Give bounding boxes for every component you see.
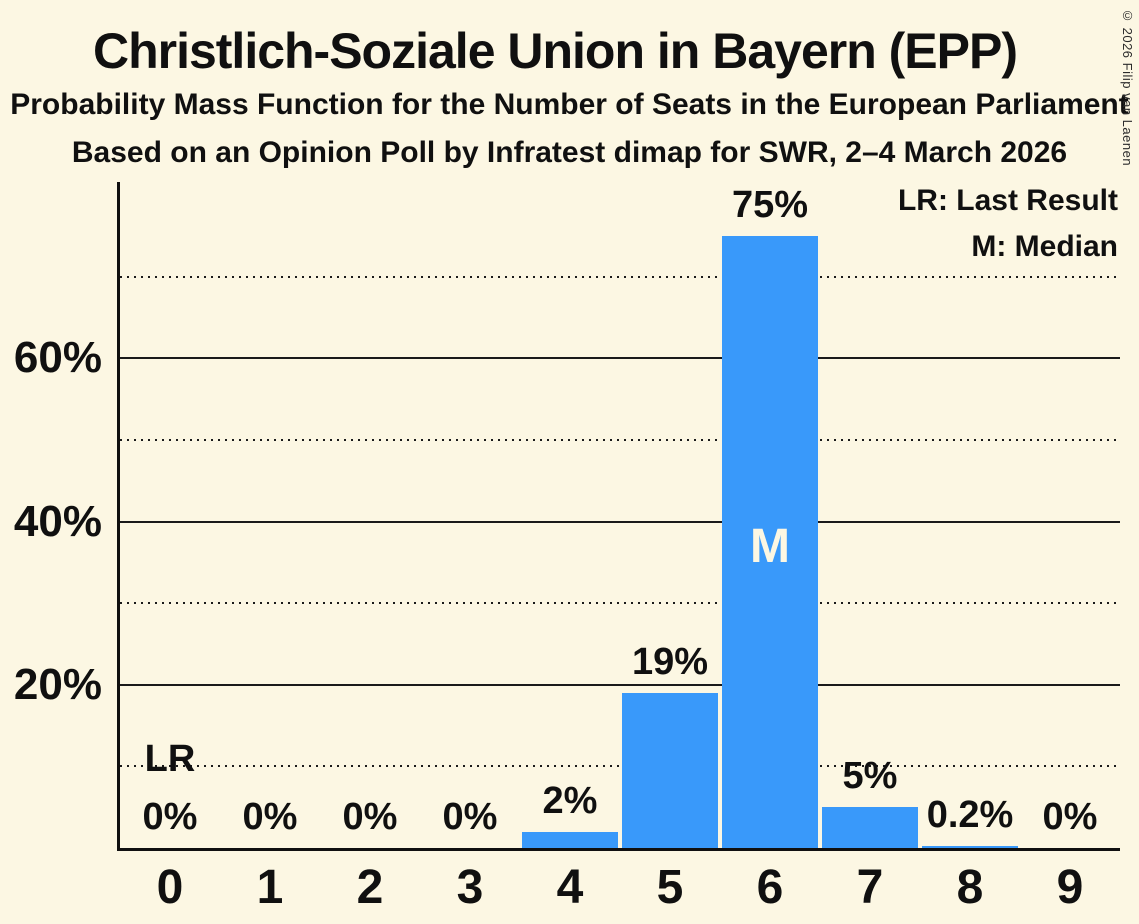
x-tick-label: 6: [756, 861, 784, 914]
x-tick-label: 8: [956, 861, 984, 914]
bar-value-label: 0.2%: [926, 794, 1014, 836]
bar-value-label: 75%: [731, 184, 809, 226]
gridline-dotted: [120, 439, 1120, 441]
x-tick-label: 5: [656, 861, 684, 914]
y-tick-label: 40%: [13, 497, 102, 546]
legend-last-result: LR: Last Result: [897, 184, 1118, 217]
y-tick-label: 60%: [13, 333, 102, 382]
x-tick-label: 3: [456, 861, 484, 914]
bar-value-label: 0%: [342, 796, 398, 838]
last-result-annotation: LR: [144, 738, 196, 780]
bar-seat-4: [522, 832, 618, 848]
gridline-solid: [120, 357, 1120, 359]
bar-value-label: 0%: [242, 796, 298, 838]
x-tick-label: 4: [556, 861, 584, 914]
chart-title: Christlich-Soziale Union in Bayern (EPP): [92, 23, 1018, 79]
legend-median: M: Median: [971, 230, 1118, 263]
bar-value-label: 0%: [142, 796, 198, 838]
bar-seat-6: [722, 236, 818, 848]
bar-seat-7: [822, 807, 918, 848]
gridline-dotted: [120, 602, 1120, 604]
chart-source-line: Based on an Opinion Poll by Infratest di…: [71, 136, 1068, 169]
bar-value-label: 19%: [631, 641, 709, 683]
median-annotation: M: [750, 520, 790, 573]
y-tick-label: 20%: [13, 660, 102, 709]
gridline-dotted: [120, 765, 1120, 767]
x-tick-label: 0: [156, 861, 184, 914]
copyright-notice: © 2026 Filip van Laenen: [1120, 8, 1135, 167]
x-tick-label: 1: [256, 861, 284, 914]
plot-area: 20% 40% 60% 0% 0% 0% 0% 2% 19% 75% 5% 0.2% 0% 0 1 2 3 4…: [14, 182, 1120, 912]
chart-subtitle: Probability Mass Function for the Number…: [10, 88, 1129, 121]
x-tick-label: 2: [356, 861, 384, 914]
bar-value-label: 0%: [442, 796, 498, 838]
gridline-solid: [120, 521, 1120, 523]
y-axis-line: [117, 182, 120, 851]
bar-seat-5: [622, 693, 718, 848]
bar-value-label: 2%: [542, 780, 598, 822]
bar-value-label: 0%: [1042, 796, 1098, 838]
bar-seat-8: [922, 846, 1018, 848]
gridline-dotted: [120, 276, 1120, 278]
gridline-solid: [120, 684, 1120, 686]
x-tick-label: 9: [1056, 861, 1084, 914]
x-tick-label: 7: [856, 861, 884, 914]
x-axis-line: [117, 848, 1120, 851]
bar-value-label: 5%: [842, 755, 898, 797]
